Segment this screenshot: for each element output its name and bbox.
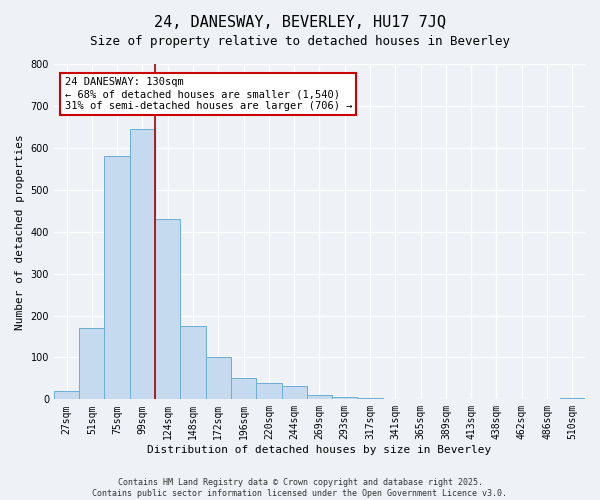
Y-axis label: Number of detached properties: Number of detached properties (15, 134, 25, 330)
Bar (332, 397, 358, 400)
X-axis label: Distribution of detached houses by size in Beverley: Distribution of detached houses by size … (148, 445, 491, 455)
Bar (281, 386, 307, 400)
Bar (307, 395, 332, 400)
Text: Contains HM Land Registry data © Crown copyright and database right 2025.
Contai: Contains HM Land Registry data © Crown c… (92, 478, 508, 498)
Text: 24 DANESWAY: 130sqm
← 68% of detached houses are smaller (1,540)
31% of semi-det: 24 DANESWAY: 130sqm ← 68% of detached ho… (65, 78, 352, 110)
Bar (358, 398, 383, 400)
Bar (231, 378, 256, 400)
Bar (181, 326, 206, 400)
Bar (104, 156, 130, 400)
Bar (130, 129, 155, 400)
Bar (155, 219, 181, 400)
Bar (206, 356, 231, 400)
Bar (256, 382, 281, 400)
Bar (560, 398, 585, 400)
Text: 24, DANESWAY, BEVERLEY, HU17 7JQ: 24, DANESWAY, BEVERLEY, HU17 7JQ (154, 15, 446, 30)
Bar (79, 328, 104, 400)
Text: Size of property relative to detached houses in Beverley: Size of property relative to detached ho… (90, 35, 510, 48)
Bar (54, 391, 79, 400)
